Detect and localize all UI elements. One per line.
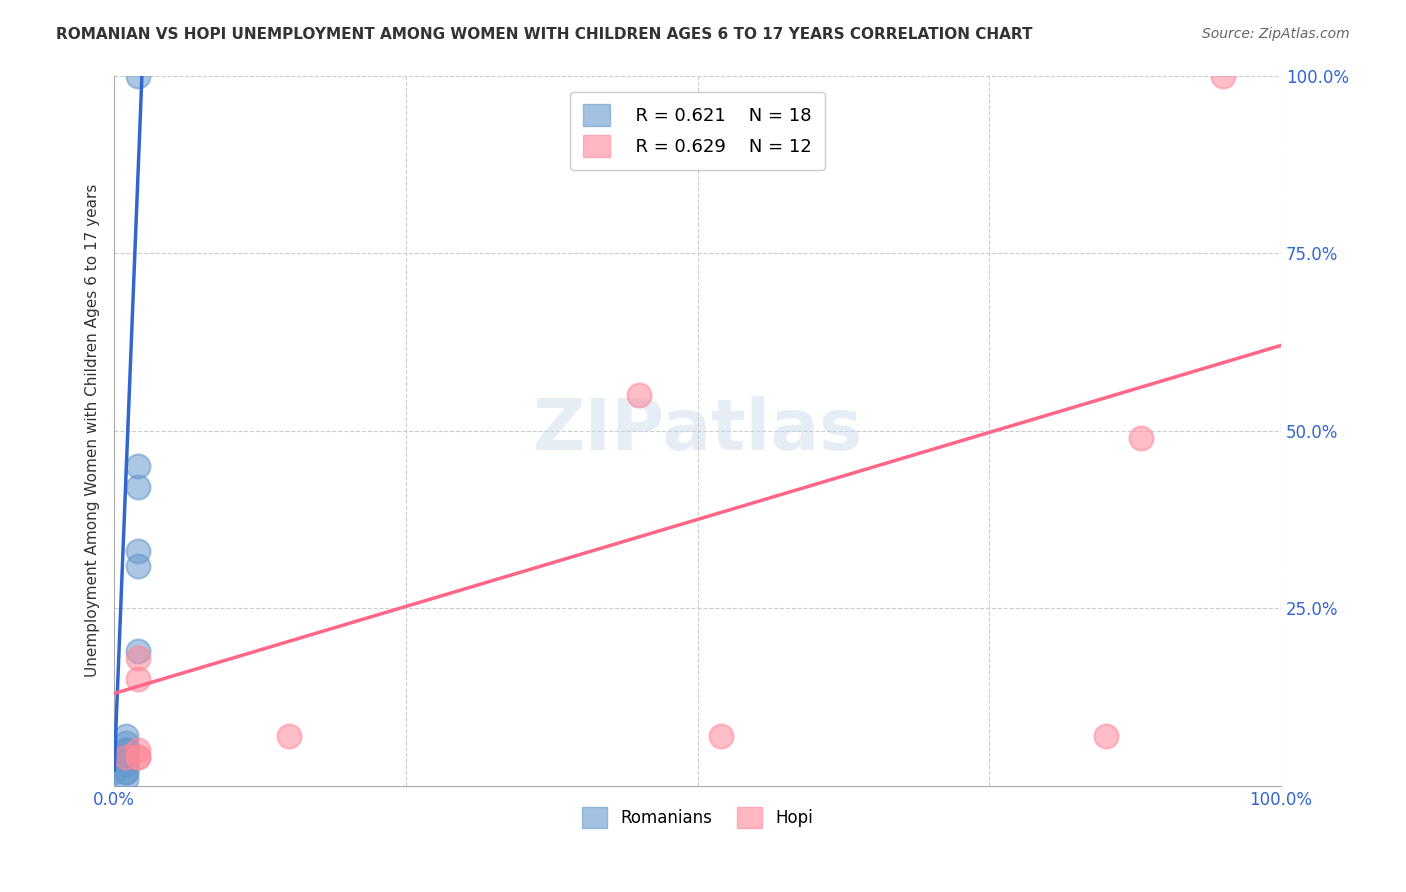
Point: [115, 772, 138, 786]
Point: [127, 651, 149, 665]
Point: [115, 764, 138, 779]
Point: [127, 743, 149, 757]
Point: [127, 644, 149, 658]
Point: [127, 459, 149, 474]
Point: [710, 729, 733, 743]
Point: [115, 750, 138, 764]
Point: [127, 480, 149, 494]
Point: [628, 388, 651, 402]
Point: [127, 750, 149, 764]
Text: ROMANIAN VS HOPI UNEMPLOYMENT AMONG WOMEN WITH CHILDREN AGES 6 TO 17 YEARS CORRE: ROMANIAN VS HOPI UNEMPLOYMENT AMONG WOME…: [56, 27, 1033, 42]
Point: [127, 750, 149, 764]
Point: [127, 672, 149, 686]
Point: [115, 750, 138, 764]
Point: [127, 69, 149, 83]
Point: [115, 743, 138, 757]
Point: [127, 544, 149, 558]
Point: [115, 743, 138, 757]
Point: [115, 736, 138, 750]
Text: Source: ZipAtlas.com: Source: ZipAtlas.com: [1202, 27, 1350, 41]
Point: [127, 558, 149, 573]
Point: [1129, 431, 1152, 445]
Y-axis label: Unemployment Among Women with Children Ages 6 to 17 years: Unemployment Among Women with Children A…: [86, 184, 100, 677]
Legend: Romanians, Hopi: Romanians, Hopi: [575, 801, 820, 834]
Text: ZIPatlas: ZIPatlas: [533, 396, 863, 465]
Point: [103, 764, 125, 779]
Point: [115, 757, 138, 772]
Point: [115, 757, 138, 772]
Point: [1212, 69, 1234, 83]
Point: [115, 764, 138, 779]
Point: [278, 729, 301, 743]
Point: [1095, 729, 1118, 743]
Point: [115, 729, 138, 743]
Point: [115, 750, 138, 764]
